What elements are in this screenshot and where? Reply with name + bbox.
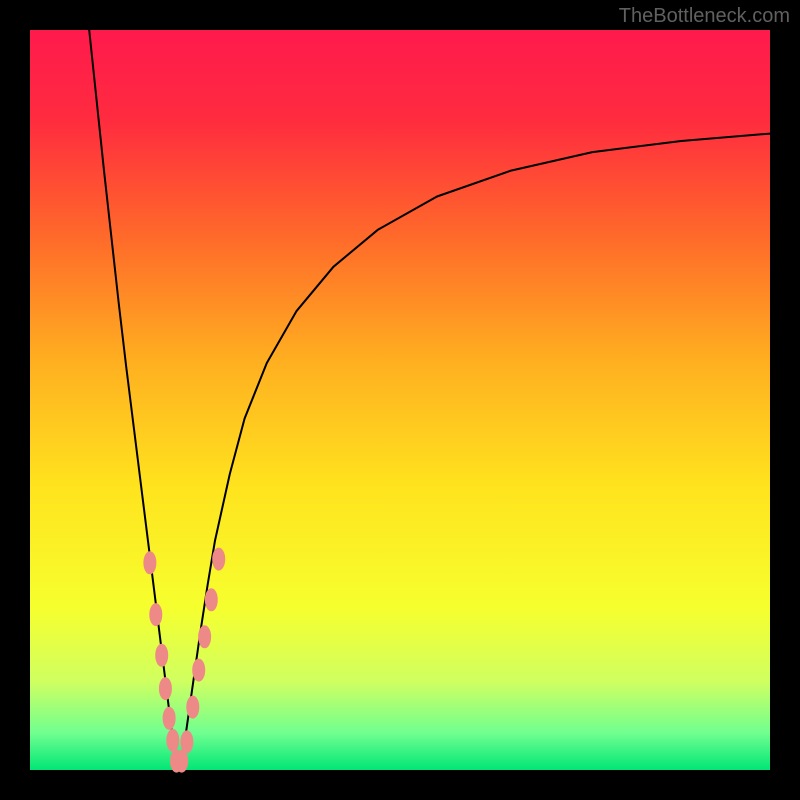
data-marker: [199, 626, 211, 648]
data-marker: [144, 552, 156, 574]
data-marker: [167, 729, 179, 751]
chart-background: [30, 30, 770, 770]
data-marker: [205, 589, 217, 611]
chart-container: TheBottleneck.com: [0, 0, 800, 800]
data-marker: [187, 696, 199, 718]
data-marker: [176, 750, 188, 772]
data-marker: [163, 707, 175, 729]
data-marker: [156, 644, 168, 666]
watermark-label: TheBottleneck.com: [619, 5, 790, 28]
data-marker: [193, 659, 205, 681]
data-marker: [213, 548, 225, 570]
data-marker: [150, 604, 162, 626]
bottleneck-chart: [0, 0, 800, 800]
data-marker: [159, 678, 171, 700]
data-marker: [181, 731, 193, 753]
